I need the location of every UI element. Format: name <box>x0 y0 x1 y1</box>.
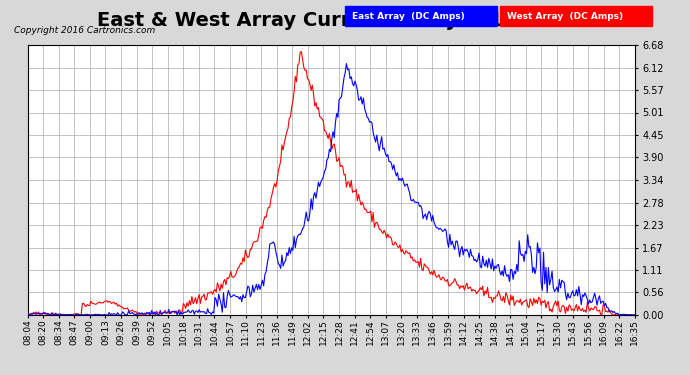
Text: West Array  (DC Amps): West Array (DC Amps) <box>507 12 623 21</box>
Text: East Array  (DC Amps): East Array (DC Amps) <box>352 12 464 21</box>
Text: East & West Array Current  Thu Jan 14  16:47: East & West Array Current Thu Jan 14 16:… <box>97 11 593 30</box>
Text: Copyright 2016 Cartronics.com: Copyright 2016 Cartronics.com <box>14 26 155 35</box>
